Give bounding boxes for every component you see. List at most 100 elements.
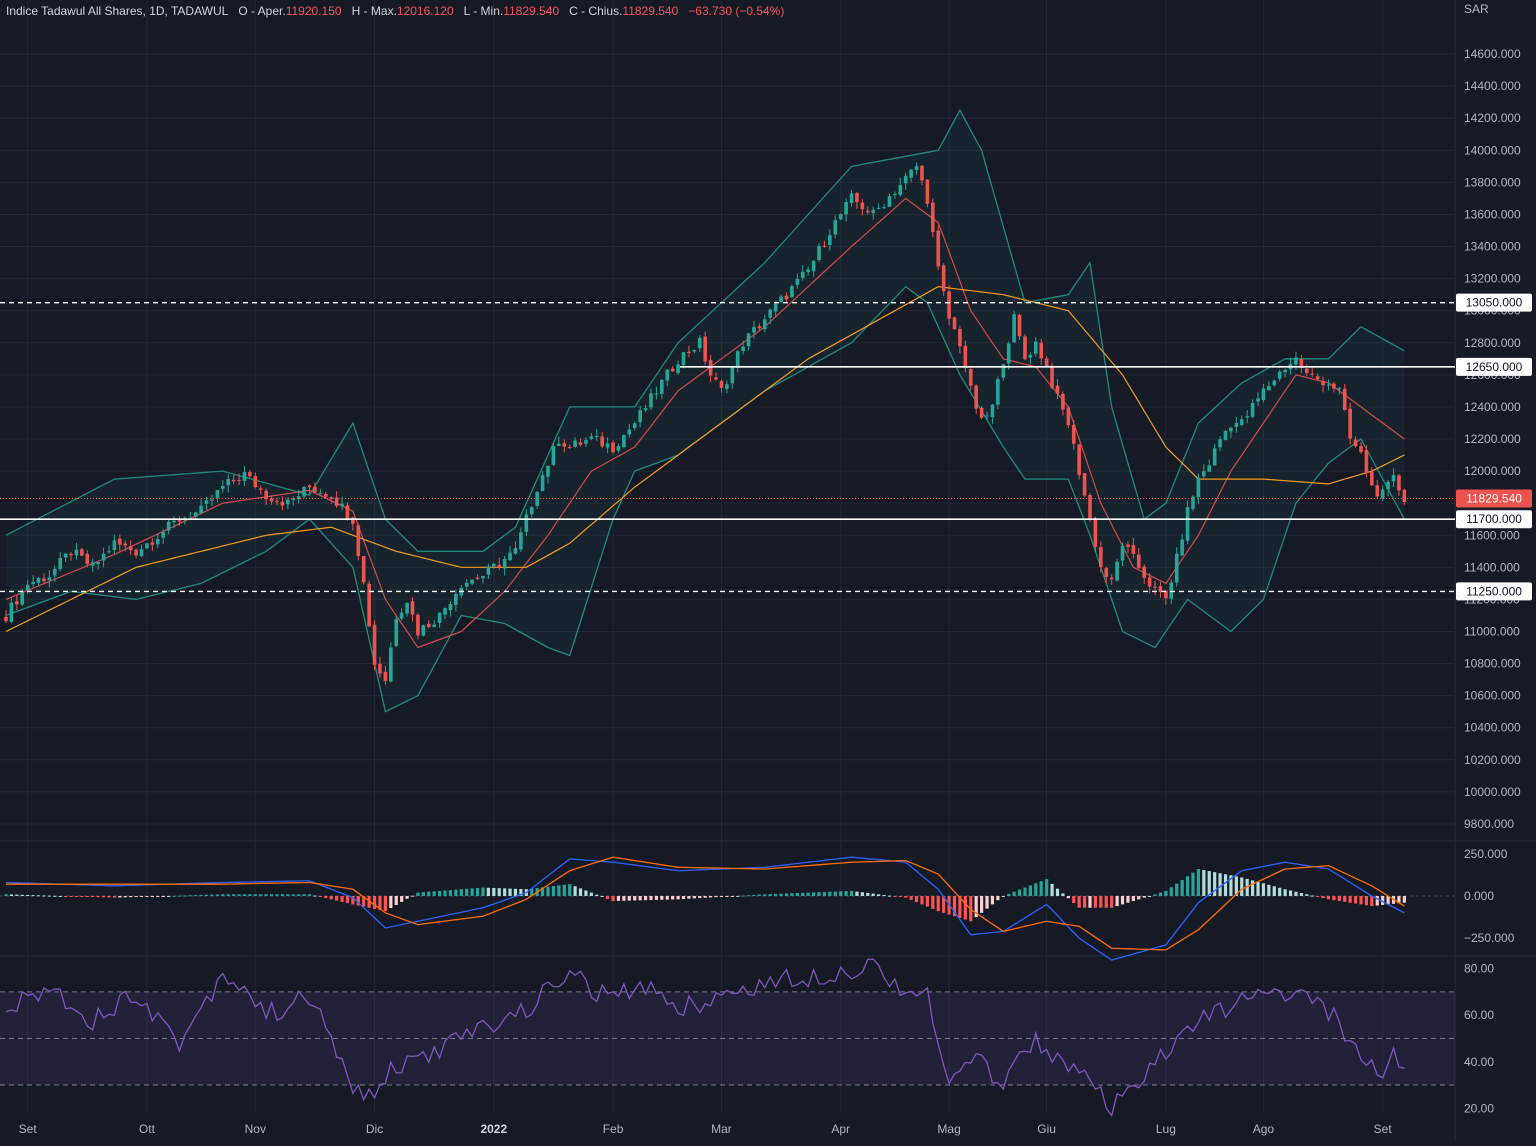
macd-histogram-bar [936,895,940,912]
time-tick-label[interactable]: Mag [937,1122,960,1136]
price-tick-label: 13200.000 [1464,272,1521,286]
level-price-tag[interactable] [1456,582,1532,601]
macd-histogram-bar [698,895,702,899]
candle [199,505,203,514]
macd-histogram-bar [1240,877,1244,896]
candle [996,379,1000,405]
macd-histogram-bar [286,894,290,896]
candle [974,385,978,409]
time-tick-label[interactable]: Feb [603,1122,624,1136]
candle [790,286,794,298]
macd-histogram-bar [58,895,62,897]
high-value: 12016.120 [396,4,454,18]
macd-histogram-bar [942,895,946,913]
candle [215,490,220,498]
time-axis[interactable]: Set Ott Nov Dic 2022 Feb Mar Apr Mag Giu Lug Ago Set [19,1122,1393,1136]
macd-histogram-bar [481,887,485,896]
time-tick-label[interactable]: Nov [245,1122,266,1136]
macd-histogram-bar [573,886,577,896]
macd-histogram-bar [855,891,859,896]
macd-histogram-bar [1288,890,1293,896]
level-price-label[interactable]: 11700.000 [1466,512,1522,526]
candle [730,366,735,384]
macd-histogram-bar [367,895,371,908]
macd-histogram-bar [351,895,355,905]
macd-histogram-bar [1023,887,1027,896]
macd-histogram-bar [1326,895,1331,900]
price-tick-label: 10000.000 [1464,785,1521,799]
price-axis[interactable]: SAR 14600.000 14400.000 14200.000 14000.000 1… [1456,2,1532,1115]
candle [594,436,599,438]
time-tick-label[interactable]: 2022 [480,1122,507,1136]
time-tick-label[interactable]: Set [1374,1122,1393,1136]
rsi-tick-label: 60.00 [1464,1008,1494,1022]
time-tick-label[interactable]: Apr [831,1122,850,1136]
candle [660,379,664,394]
time-tick-label[interactable]: Ott [139,1122,156,1136]
candle [242,472,247,481]
macd-histogram-bar [1234,876,1238,896]
ma-fast-line [5,197,1405,649]
macd-histogram-bar [492,887,496,896]
candle [914,166,919,170]
macd-histogram-bar [1045,879,1049,896]
candle [806,269,810,273]
macd-histogram-bar [1343,895,1347,902]
level-price-label[interactable]: 12650.000 [1466,360,1523,374]
candle [1136,554,1141,569]
macd-histogram-bar [64,895,68,897]
candles [4,162,1407,685]
macd-histogram-bar [1337,895,1341,902]
candle [681,352,686,366]
candle [302,486,306,497]
level-price-tag[interactable] [1456,357,1532,376]
price-tick-label: 14400.000 [1464,79,1521,93]
macd-histogram-bar [595,894,599,896]
candle [416,614,420,636]
last-price-tag[interactable] [1456,489,1532,508]
macd-tick-label: −250.000 [1464,931,1515,945]
macd-histogram-bar [508,888,512,896]
macd-histogram-bar [904,895,908,898]
level-price-label[interactable]: 13050.000 [1466,296,1523,310]
candle [394,619,399,646]
time-tick-label[interactable]: Set [19,1122,38,1136]
candle [871,209,875,214]
ma-slow-line [5,285,1405,633]
candle [735,351,740,368]
candle [1267,386,1271,391]
macd-histogram-bar [833,891,837,896]
macd-histogram-bar [26,894,30,896]
horizontal-levels[interactable] [0,301,1455,593]
candle [1364,450,1369,474]
time-tick-label[interactable]: Lug [1156,1122,1176,1136]
candle [784,295,789,300]
level-price-tag[interactable] [1456,293,1532,312]
macd-histogram-bar [42,895,46,897]
time-tick-label[interactable]: Giu [1037,1122,1056,1136]
candle [313,486,317,493]
time-tick-label[interactable]: Dic [366,1122,383,1136]
candle [20,590,25,605]
macd-histogram-bar [681,895,686,900]
macd-histogram-bar [622,895,626,901]
time-tick-label[interactable]: Mar [711,1122,732,1136]
candle [1153,586,1157,588]
candle [1256,398,1260,402]
candle [1180,539,1184,556]
macd-histogram-bar [172,895,176,897]
macd-histogram-bar [215,894,219,896]
time-tick-label[interactable]: Ago [1253,1122,1275,1136]
macd-histogram-bar [1321,895,1325,899]
macd-histogram-bar [578,888,583,896]
level-price-label[interactable]: 11250.000 [1466,584,1522,598]
candle [1386,481,1390,490]
level-price-tag[interactable] [1456,510,1532,529]
macd-histogram-bar [914,895,919,903]
macd-histogram-bar [811,892,816,896]
macd-histogram-bar [275,894,279,896]
macd-histogram-bar [459,889,463,896]
candle [535,492,539,506]
